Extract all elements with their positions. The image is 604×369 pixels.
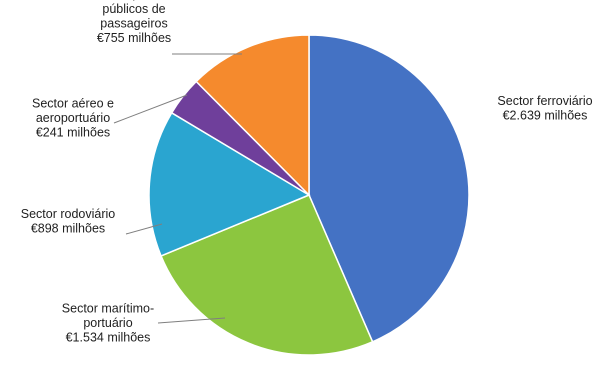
leader-line-1 <box>157 317 226 324</box>
slice-label-0: Sector ferroviário €2.639 milhões <box>497 94 592 123</box>
slice-label-1: Sector marítimo-portuário €1.534 milhões <box>62 302 154 345</box>
slice-label-0-line-0: Sector ferroviário <box>497 94 592 108</box>
leader-line-2 <box>125 223 163 235</box>
slice-label-3-line-1: aeroportuário <box>36 111 110 125</box>
slice-label-2-line-0: Sector rodoviário <box>21 207 116 221</box>
pie-slices <box>148 34 470 356</box>
pie-slice-4 <box>195 34 310 197</box>
pie-slice-1 <box>160 194 374 356</box>
slice-labels: Sector ferroviário €2.639 milhões Sector m… <box>21 0 593 345</box>
slice-label-4-line-0: Transportes <box>101 0 167 1</box>
leader-lines <box>113 53 242 324</box>
leader-line-3 <box>113 94 188 124</box>
slice-label-3-line-2: €241 milhões <box>36 126 110 140</box>
slice-label-1-line-1: portuário <box>83 316 132 330</box>
slice-label-3: Sector aéreo e aeroportuário €241 milhões <box>32 97 114 140</box>
slice-label-2: Sector rodoviário €898 milhões <box>21 207 116 236</box>
slice-label-4-line-2: passageiros <box>100 16 167 30</box>
slice-label-4-line-3: €755 milhões <box>97 31 171 45</box>
slice-label-4-line-1: públicos de <box>102 2 165 16</box>
slice-label-0-line-1: €2.639 milhões <box>503 108 588 122</box>
pie-slice-0 <box>308 34 470 343</box>
slice-label-1-line-0: Sector marítimo- <box>62 302 154 316</box>
slice-label-2-line-1: €898 milhões <box>31 221 105 235</box>
slice-label-1-line-2: €1.534 milhões <box>66 331 151 345</box>
pie-slice-2 <box>148 111 311 257</box>
slice-label-3-line-0: Sector aéreo e <box>32 97 114 111</box>
